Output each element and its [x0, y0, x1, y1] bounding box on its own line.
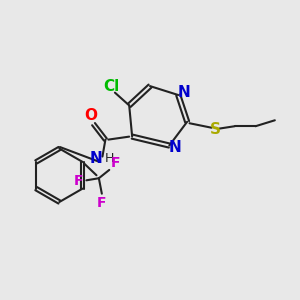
Text: H: H [105, 152, 115, 165]
Text: N: N [169, 140, 182, 154]
Text: S: S [210, 122, 221, 137]
Text: N: N [89, 151, 102, 166]
Text: F: F [110, 156, 120, 170]
Text: N: N [178, 85, 190, 100]
Text: Cl: Cl [103, 79, 119, 94]
Text: F: F [74, 174, 83, 188]
Text: O: O [84, 108, 97, 123]
Text: F: F [97, 196, 106, 210]
